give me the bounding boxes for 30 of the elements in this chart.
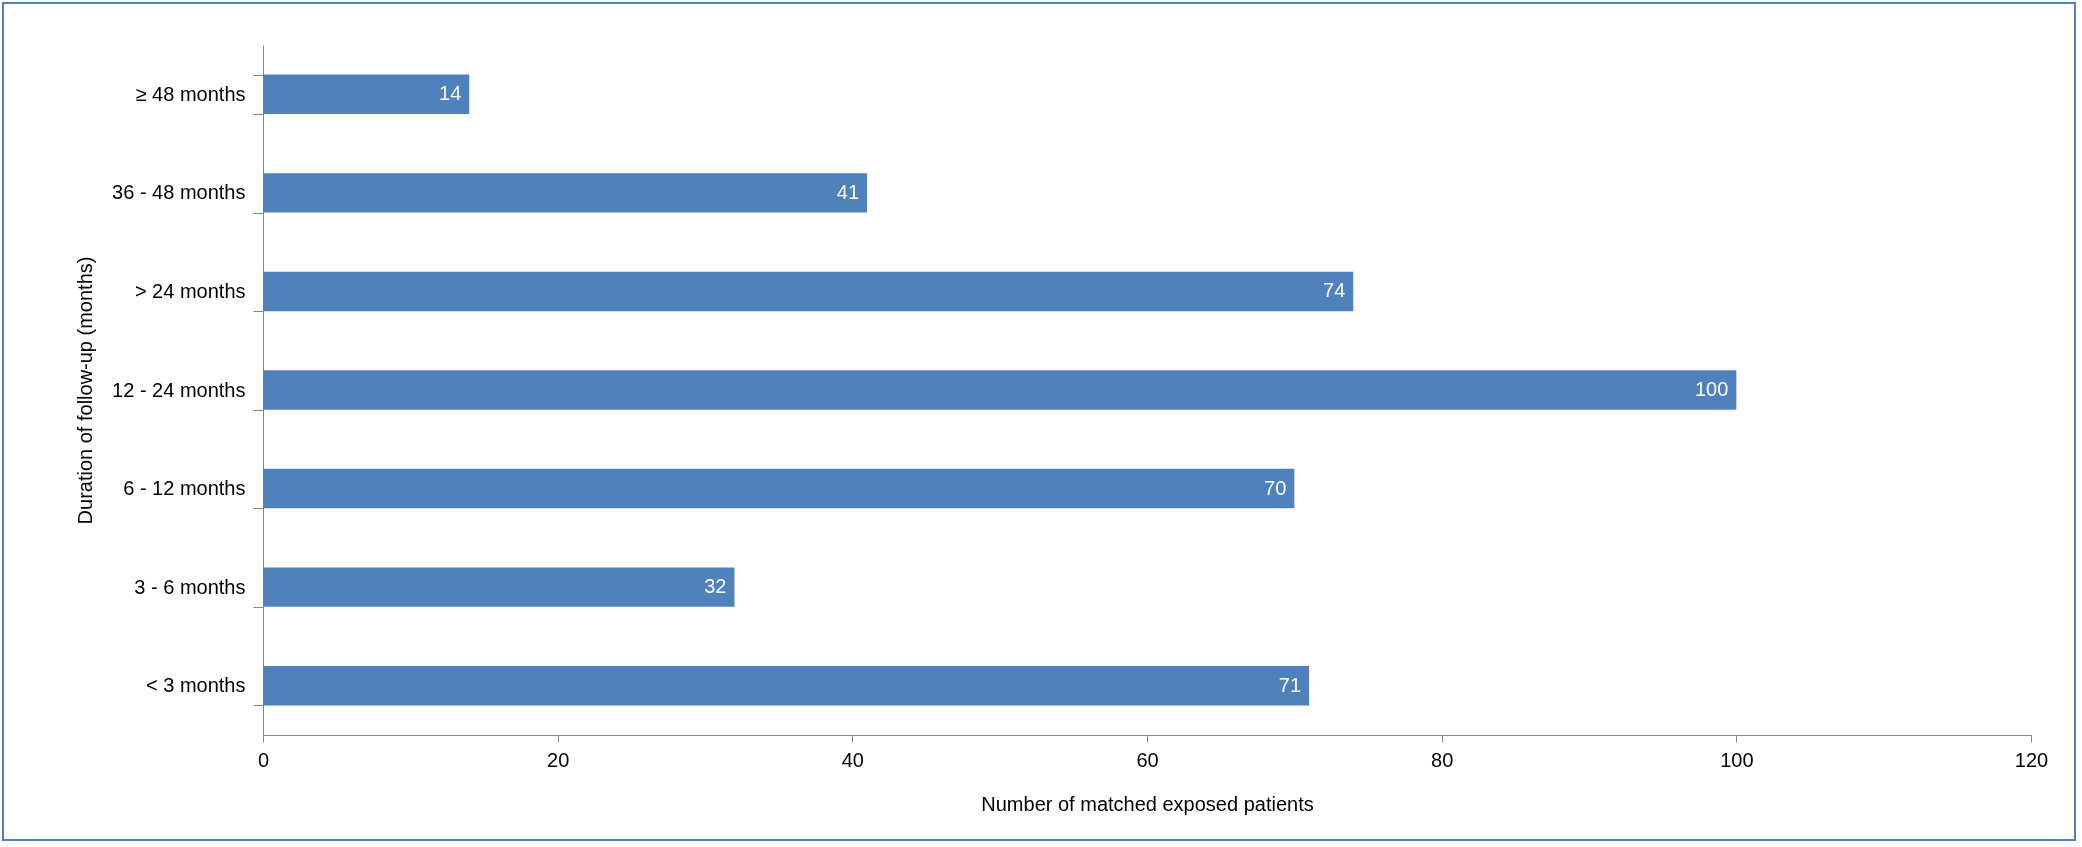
y-tick-label: 12 - 24 months [112, 378, 246, 401]
x-tick-label: 60 [1136, 748, 1159, 771]
bar [263, 468, 1295, 509]
x-tick-label: 40 [841, 748, 864, 771]
bar [263, 567, 735, 607]
y-tick-label: > 24 months [134, 279, 246, 302]
data-label: 70 [1264, 476, 1287, 499]
bar [263, 74, 470, 114]
data-label: 32 [704, 575, 727, 598]
y-tick-label: 3 - 6 months [134, 575, 246, 598]
y-axis-title: Duration of follow-up (months) [74, 256, 97, 525]
data-label: 41 [836, 180, 860, 203]
x-tick-label: 120 [2014, 748, 2049, 771]
data-label: 100 [1694, 378, 1729, 400]
bar [263, 370, 1737, 410]
data-label: 71 [1278, 673, 1302, 696]
bar [263, 173, 868, 213]
x-tick-label: 20 [547, 748, 570, 771]
y-tick-label: ≥ 48 months [135, 82, 246, 105]
bar [263, 666, 1310, 706]
x-tick-label: 0 [257, 748, 270, 771]
y-tick-label: 36 - 48 months [112, 181, 246, 204]
y-tick-label: 6 - 12 months [123, 477, 246, 500]
x-tick-label: 80 [1431, 748, 1454, 771]
y-tick-label: < 3 months [145, 674, 246, 697]
data-label: 14 [439, 82, 462, 105]
bar [263, 271, 1354, 312]
x-tick-label: 100 [1720, 748, 1754, 771]
data-label: 74 [1323, 279, 1346, 302]
x-axis-title: Number of matched exposed patients [981, 792, 1314, 815]
